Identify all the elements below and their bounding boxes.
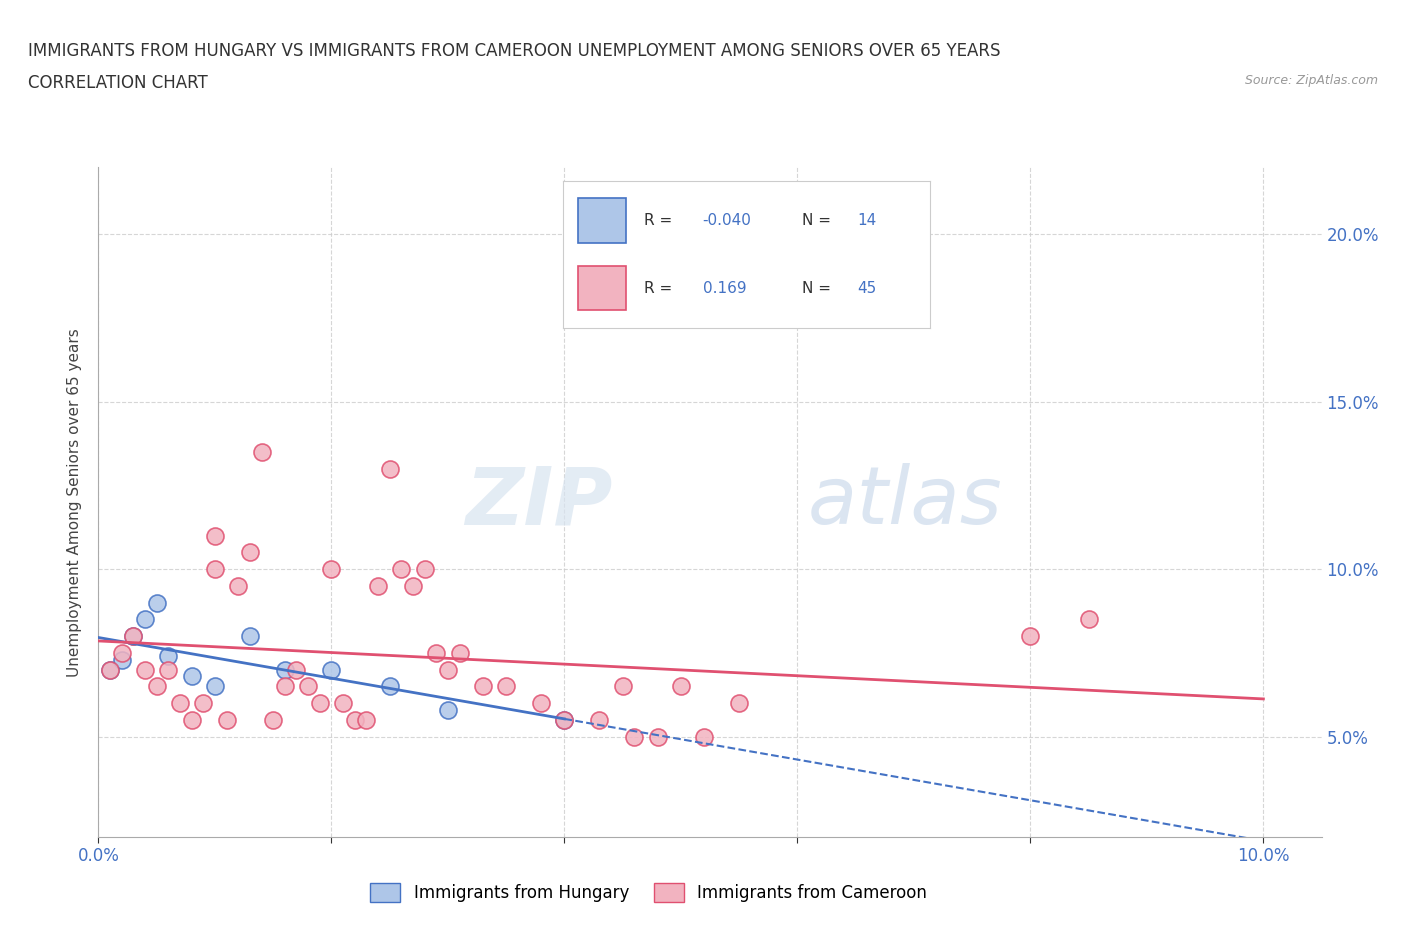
Legend: Immigrants from Hungary, Immigrants from Cameroon: Immigrants from Hungary, Immigrants from… (364, 876, 934, 909)
Point (1077, 612, 1099, 627)
Point (728, 696, 751, 711)
Point (378, 461, 401, 476)
Point (321, 662, 343, 677)
Point (111, 652, 134, 667)
Point (623, 729, 645, 744)
Point (693, 729, 716, 744)
Point (274, 662, 297, 677)
Point (449, 645, 471, 660)
Point (367, 578, 389, 593)
Point (180, 712, 202, 727)
Point (297, 679, 319, 694)
Text: atlas: atlas (808, 463, 1002, 541)
Point (169, 696, 191, 711)
Point (98, 662, 121, 677)
Point (204, 679, 226, 694)
Point (530, 696, 553, 711)
Point (647, 729, 669, 744)
Point (239, 629, 262, 644)
Point (553, 712, 575, 727)
Point (343, 712, 366, 727)
Point (122, 629, 145, 644)
Point (250, 445, 273, 459)
Point (145, 595, 167, 610)
Point (157, 662, 180, 677)
Point (437, 662, 460, 677)
Point (471, 679, 494, 694)
Point (157, 649, 180, 664)
Point (262, 712, 284, 727)
Point (332, 696, 354, 711)
Point (134, 662, 156, 677)
Point (308, 696, 330, 711)
Point (111, 645, 134, 660)
Point (669, 679, 692, 694)
Point (204, 562, 226, 577)
Point (145, 679, 167, 694)
Point (437, 702, 460, 717)
Point (378, 679, 401, 694)
Point (285, 662, 308, 677)
Text: Source: ZipAtlas.com: Source: ZipAtlas.com (1244, 74, 1378, 87)
Point (215, 712, 238, 727)
Point (425, 645, 447, 660)
Point (239, 545, 262, 560)
Point (356, 712, 378, 727)
Text: ZIP: ZIP (465, 463, 612, 541)
Point (321, 562, 343, 577)
Point (274, 679, 297, 694)
Point (98, 662, 121, 677)
Point (402, 578, 425, 593)
Point (553, 712, 575, 727)
Point (204, 528, 226, 543)
Point (134, 612, 156, 627)
Point (193, 696, 215, 711)
Text: CORRELATION CHART: CORRELATION CHART (28, 74, 208, 92)
Y-axis label: Unemployment Among Seniors over 65 years: Unemployment Among Seniors over 65 years (67, 328, 83, 677)
Point (588, 712, 610, 727)
Point (180, 669, 202, 684)
Point (1019, 629, 1042, 644)
Point (389, 562, 412, 577)
Point (122, 629, 145, 644)
Point (612, 679, 634, 694)
Point (495, 679, 517, 694)
Text: IMMIGRANTS FROM HUNGARY VS IMMIGRANTS FROM CAMEROON UNEMPLOYMENT AMONG SENIORS O: IMMIGRANTS FROM HUNGARY VS IMMIGRANTS FR… (28, 42, 1001, 60)
Point (226, 578, 249, 593)
Point (413, 562, 436, 577)
